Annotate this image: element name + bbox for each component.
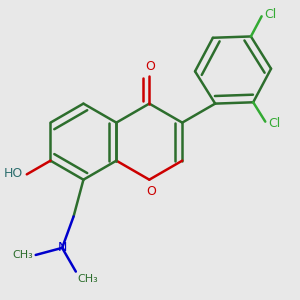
Text: Cl: Cl <box>268 116 280 130</box>
Text: O: O <box>146 185 156 198</box>
Text: O: O <box>145 60 155 73</box>
Text: N: N <box>58 242 67 254</box>
Text: HO: HO <box>3 167 22 180</box>
Text: CH₃: CH₃ <box>77 274 98 284</box>
Text: CH₃: CH₃ <box>13 250 33 260</box>
Text: Cl: Cl <box>264 8 276 21</box>
